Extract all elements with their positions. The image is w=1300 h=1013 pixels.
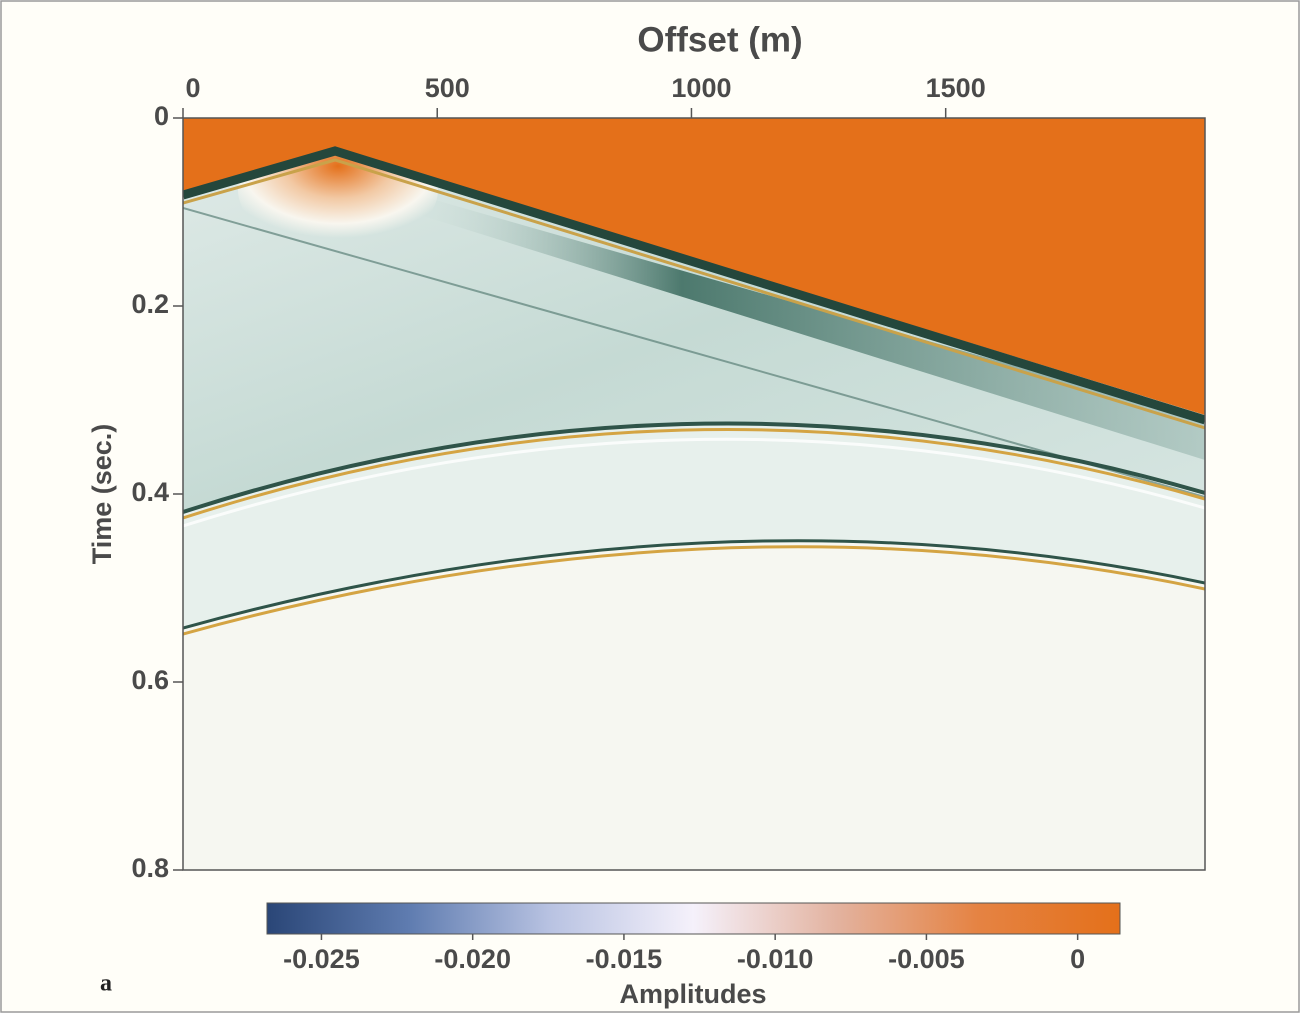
y-tick-label: 0.8: [131, 853, 169, 883]
x-axis-label: Offset (m): [637, 20, 802, 59]
seismic-image: [183, 118, 1205, 870]
y-axis-label: Time (sec.): [87, 424, 117, 565]
colorbar-tick-label: -0.010: [737, 944, 814, 974]
colorbar-tick-label: -0.020: [434, 944, 511, 974]
colorbar-tick-label: -0.025: [283, 944, 360, 974]
x-tick-label: 0: [185, 73, 200, 103]
y-tick-label: 0: [154, 101, 169, 131]
y-tick-label: 0.2: [131, 289, 169, 319]
y-tick-label: 0.6: [131, 665, 169, 695]
x-tick-label: 500: [425, 73, 470, 103]
colorbar-tick-label: -0.005: [888, 944, 965, 974]
y-tick-label: 0.4: [131, 477, 169, 507]
colorbar-label: Amplitudes: [619, 979, 766, 1009]
x-tick-label: 1000: [671, 73, 731, 103]
colorbar: [267, 903, 1120, 934]
colorbar-tick-label: -0.015: [586, 944, 663, 974]
x-tick-label: 1500: [926, 73, 986, 103]
colorbar-tick-label: 0: [1070, 944, 1085, 974]
page: {"chart_data": {"type": "heatmap", "x_la…: [0, 0, 1300, 1013]
panel-label: a: [100, 971, 112, 997]
chart: Offset (m) Time (sec.) Amplitudes a 0 500…: [0, 0, 1300, 1013]
